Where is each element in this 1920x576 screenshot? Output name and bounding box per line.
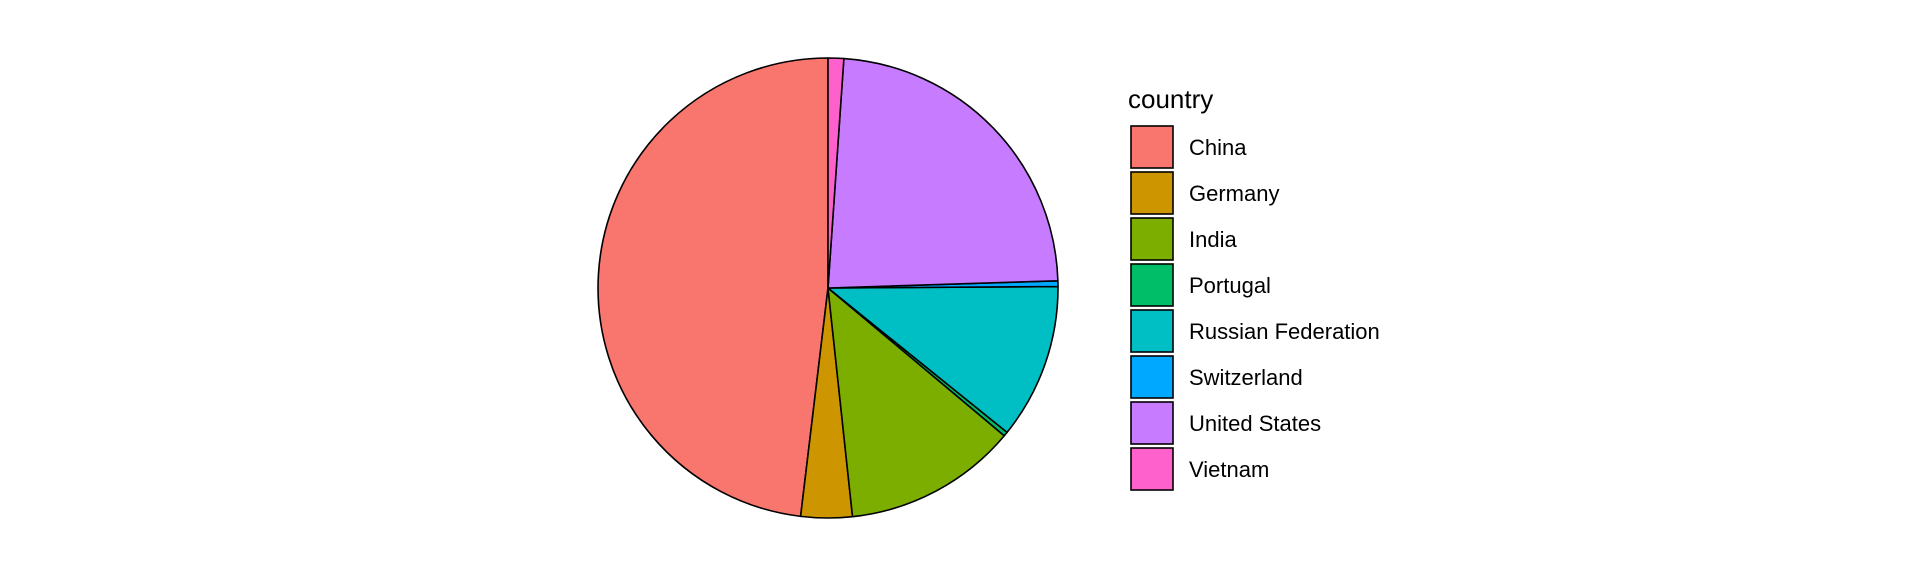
pie-slice-vietnam: [827, 57, 845, 289]
legend-key-vietnam: [1130, 447, 1174, 491]
legend: country China Germany India Portugal Russian…: [1128, 84, 1380, 491]
pie-slice-russian-federation: [827, 285, 1059, 434]
legend-label-india: India: [1189, 227, 1237, 252]
legend-label-china: China: [1189, 135, 1247, 160]
legend-label-vietnam: Vietnam: [1189, 457, 1269, 482]
legend-key-germany: [1130, 171, 1174, 215]
pie-slice-india: [827, 287, 1006, 518]
legend-key-china: [1130, 125, 1174, 169]
legend-label-united-states: United States: [1189, 411, 1321, 436]
legend-label-portugal: Portugal: [1189, 273, 1271, 298]
pie-slices: [597, 57, 1059, 519]
legend-key-portugal: [1130, 263, 1174, 307]
legend-key-switzerland: [1130, 355, 1174, 399]
legend-label-germany: Germany: [1189, 181, 1279, 206]
legend-key-russian-federation: [1130, 309, 1174, 353]
legend-label-switzerland: Switzerland: [1189, 365, 1303, 390]
legend-label-russian-federation: Russian Federation: [1189, 319, 1380, 344]
pie-slice-china: [597, 57, 829, 518]
legend-key-united-states: [1130, 401, 1174, 445]
legend-title: country: [1128, 84, 1213, 114]
legend-key-india: [1130, 217, 1174, 261]
pie-slice-united-states: [827, 57, 1059, 289]
